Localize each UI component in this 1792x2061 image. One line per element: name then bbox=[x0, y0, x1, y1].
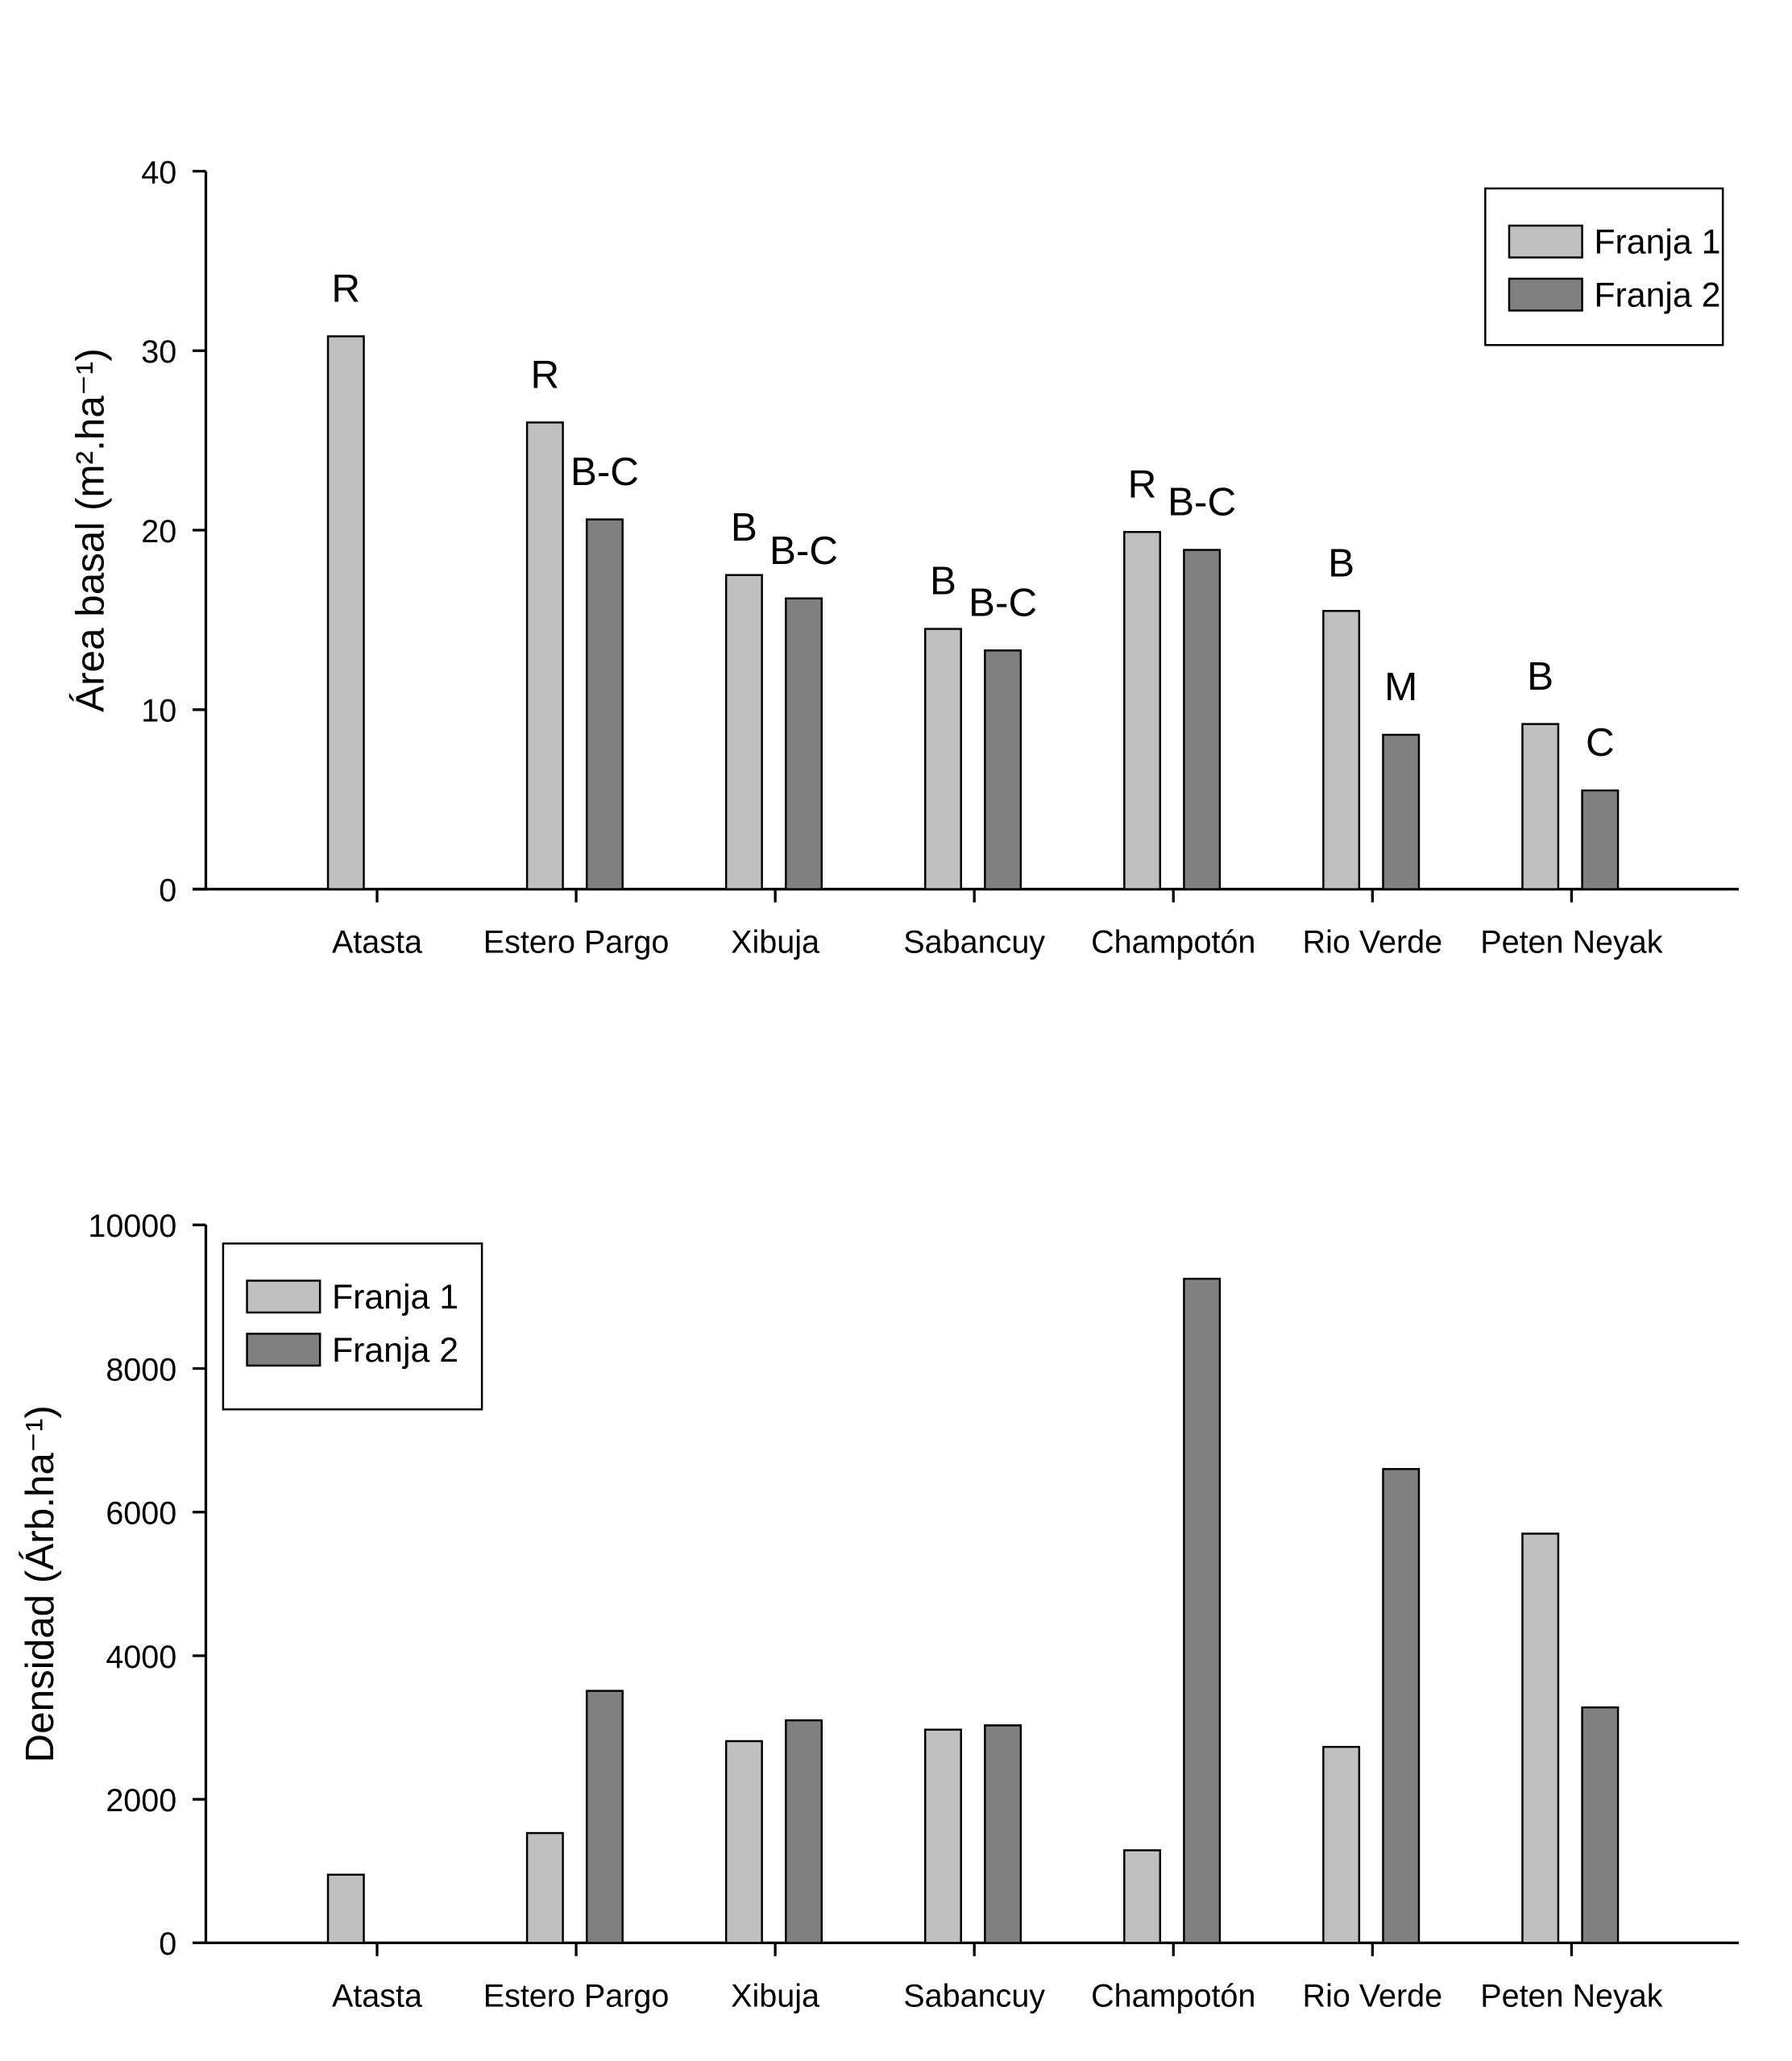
x-tick-label: Sabancuy bbox=[903, 1978, 1045, 2013]
bar bbox=[585, 1690, 624, 1944]
x-tick-label: Rio Verde bbox=[1303, 925, 1443, 960]
bar bbox=[1521, 1532, 1560, 1944]
x-tick-label: Rio Verde bbox=[1303, 1978, 1443, 2013]
x-tick-label: Atasta bbox=[332, 925, 422, 960]
legend-label: Franja 2 bbox=[1594, 276, 1720, 314]
bar bbox=[1183, 549, 1222, 890]
x-tick-label: Xibuja bbox=[731, 1978, 819, 2013]
x-tick-label: Champotón bbox=[1091, 1978, 1255, 2013]
bar-annotation: B bbox=[930, 559, 956, 603]
bar bbox=[1581, 1706, 1620, 1944]
legend-box bbox=[222, 1242, 483, 1411]
x-tick-label: Peten Neyak bbox=[1480, 1978, 1662, 2013]
bar bbox=[724, 1740, 763, 1944]
legend-swatch bbox=[1508, 277, 1583, 312]
bar bbox=[1123, 531, 1162, 890]
bar bbox=[724, 574, 763, 890]
bar bbox=[585, 518, 624, 890]
legend-label: Franja 1 bbox=[332, 1278, 458, 1317]
y-tick-label: 4000 bbox=[106, 1640, 176, 1675]
x-tick-label: Estero Pargo bbox=[483, 925, 670, 960]
bar bbox=[1521, 723, 1560, 890]
bar-annotation: M bbox=[1384, 665, 1417, 709]
y-tick-label: 40 bbox=[141, 155, 176, 190]
y-tick-label: 20 bbox=[141, 514, 176, 549]
bar-annotation: R bbox=[530, 353, 559, 397]
x-tick-label: Champotón bbox=[1091, 925, 1255, 960]
x-tick-label: Peten Neyak bbox=[1480, 925, 1662, 960]
y-tick-label: 6000 bbox=[106, 1496, 176, 1532]
y-tick-label: 10000 bbox=[88, 1209, 176, 1244]
x-tick-label: Estero Pargo bbox=[483, 1978, 670, 2013]
bar-annotation: C bbox=[1586, 720, 1615, 765]
y-tick-label: 8000 bbox=[106, 1352, 176, 1387]
bar-annotation: R bbox=[1128, 462, 1157, 506]
y-tick-label: 30 bbox=[141, 334, 176, 370]
bar-annotation: B bbox=[1527, 654, 1553, 699]
bar bbox=[924, 628, 962, 890]
legend-swatch bbox=[246, 1279, 321, 1314]
bar bbox=[326, 1873, 365, 1944]
bar bbox=[984, 1724, 1023, 1944]
bar-annotation: B-C bbox=[769, 529, 838, 573]
bar bbox=[525, 421, 564, 890]
bar bbox=[785, 597, 823, 890]
legend-swatch bbox=[246, 1333, 321, 1367]
legend-label: Franja 1 bbox=[1594, 223, 1720, 262]
bar bbox=[1382, 1468, 1421, 1944]
bar-annotation: B bbox=[731, 505, 757, 549]
bar bbox=[525, 1831, 564, 1944]
bar bbox=[984, 649, 1023, 890]
x-tick-label: Xibuja bbox=[731, 925, 819, 960]
y-axis-label: Densidad (Árb.ha⁻¹) bbox=[18, 1405, 62, 1762]
bar bbox=[1382, 733, 1421, 890]
bar-annotation: B-C bbox=[969, 580, 1037, 624]
legend-box bbox=[1484, 187, 1724, 346]
y-axis-label: Área basal (m².ha⁻¹) bbox=[68, 348, 113, 712]
bar bbox=[1581, 789, 1620, 890]
y-tick-label: 2000 bbox=[106, 1783, 176, 1818]
bar-annotation: B bbox=[1328, 541, 1354, 585]
y-tick-label: 10 bbox=[141, 694, 176, 729]
bar bbox=[1322, 1745, 1361, 1944]
x-tick-label: Sabancuy bbox=[903, 925, 1045, 960]
y-tick-label: 0 bbox=[159, 873, 176, 908]
y-tick-label: 0 bbox=[159, 1926, 176, 1962]
x-tick-label: Atasta bbox=[332, 1978, 422, 2013]
bar-annotation: R bbox=[331, 267, 360, 311]
bar-annotation: B-C bbox=[1168, 480, 1236, 525]
bar-annotation: B-C bbox=[570, 450, 639, 494]
bar bbox=[924, 1728, 962, 1944]
bar bbox=[1322, 610, 1361, 890]
bar bbox=[1183, 1277, 1222, 1944]
legend-label: Franja 2 bbox=[332, 1331, 458, 1370]
bar bbox=[785, 1719, 823, 1944]
legend-swatch bbox=[1508, 224, 1583, 259]
bar bbox=[1123, 1849, 1162, 1944]
bar bbox=[326, 335, 365, 890]
